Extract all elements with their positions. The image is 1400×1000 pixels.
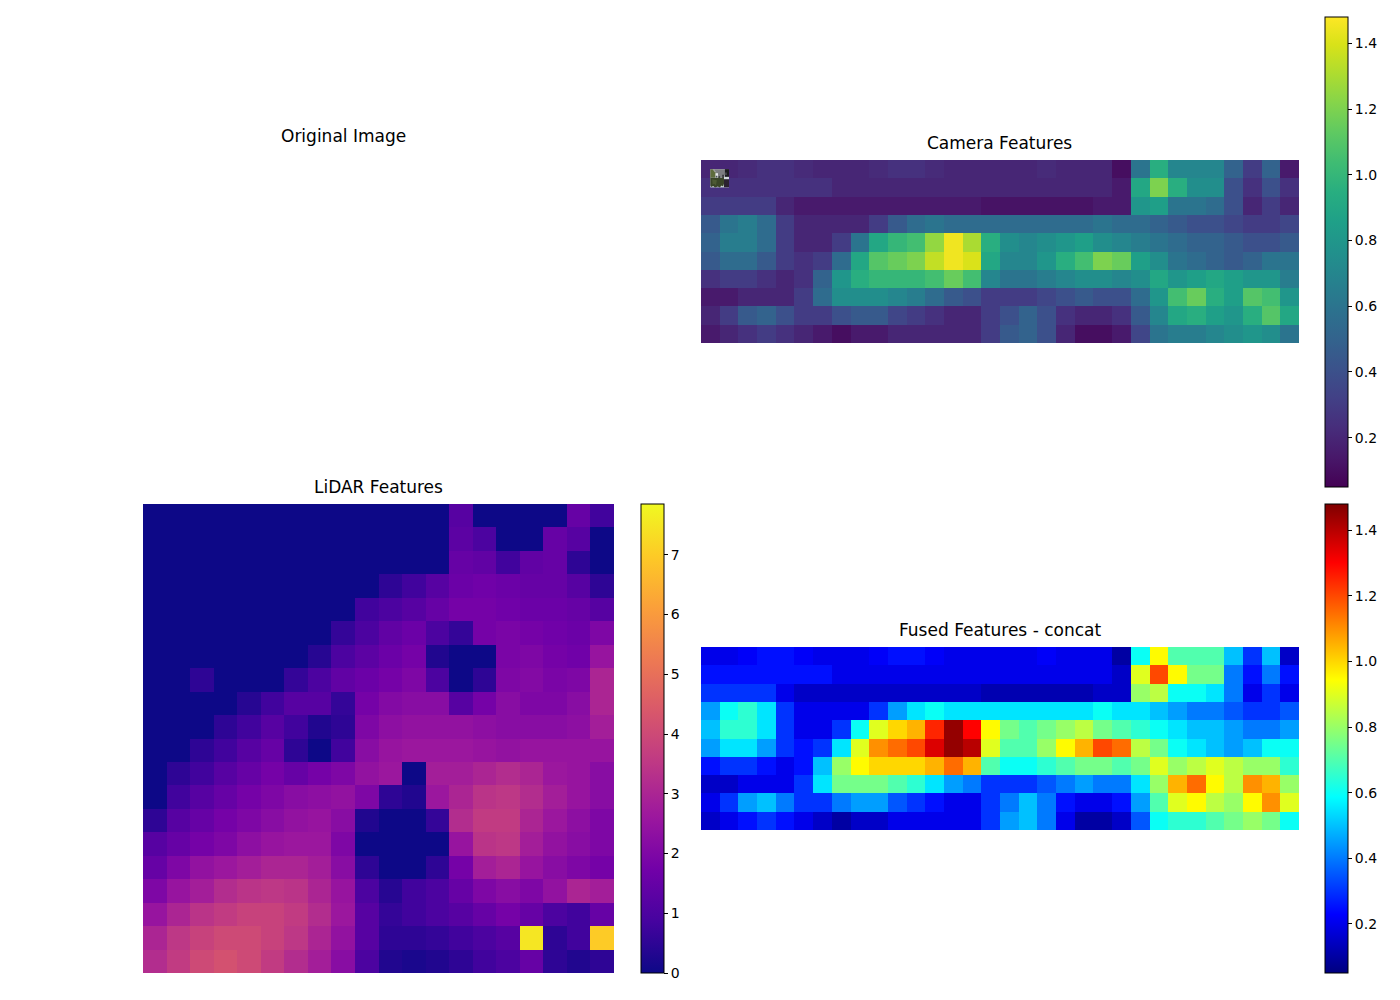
svg-text:0: 0: [671, 965, 680, 981]
svg-text:0.2: 0.2: [1355, 916, 1377, 932]
svg-text:7: 7: [671, 547, 680, 563]
svg-text:0.4: 0.4: [1355, 850, 1377, 866]
svg-text:2: 2: [671, 845, 680, 861]
svg-text:5: 5: [671, 666, 680, 682]
svg-text:4: 4: [671, 726, 680, 742]
svg-text:Camera Features: Camera Features: [927, 133, 1072, 153]
svg-text:3: 3: [671, 786, 680, 802]
svg-text:1.2: 1.2: [1355, 588, 1377, 604]
svg-text:1.0: 1.0: [1355, 653, 1377, 669]
svg-text:1.4: 1.4: [1355, 35, 1377, 51]
svg-text:0.6: 0.6: [1355, 298, 1377, 314]
svg-text:0.2: 0.2: [1355, 430, 1377, 446]
svg-text:1: 1: [671, 905, 680, 921]
svg-text:0.8: 0.8: [1355, 232, 1377, 248]
svg-text:6: 6: [671, 606, 680, 622]
svg-text:1.4: 1.4: [1355, 522, 1377, 538]
svg-text:1.2: 1.2: [1355, 101, 1377, 117]
svg-text:0.6: 0.6: [1355, 785, 1377, 801]
svg-text:LiDAR Features: LiDAR Features: [314, 477, 443, 497]
svg-text:Original Image: Original Image: [281, 126, 406, 146]
svg-text:1.0: 1.0: [1355, 167, 1377, 183]
svg-text:0.4: 0.4: [1355, 364, 1377, 380]
svg-text:Fused Features - concat: Fused Features - concat: [899, 620, 1101, 640]
svg-text:0.8: 0.8: [1355, 719, 1377, 735]
